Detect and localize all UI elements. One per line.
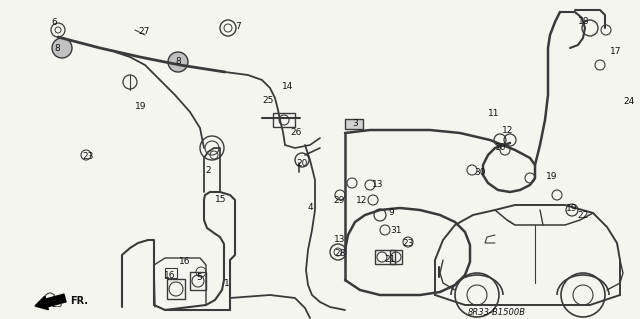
Text: 8R33-B1500B: 8R33-B1500B <box>468 308 526 317</box>
Text: FR.: FR. <box>70 296 88 306</box>
Text: 20: 20 <box>296 159 307 168</box>
Text: 19: 19 <box>135 102 147 111</box>
Text: 15: 15 <box>215 195 227 204</box>
Bar <box>273 113 295 127</box>
Text: 21: 21 <box>384 255 396 264</box>
Text: 9: 9 <box>388 208 394 217</box>
Text: 4: 4 <box>308 203 314 212</box>
Text: 10: 10 <box>495 143 506 152</box>
Text: 29: 29 <box>333 196 344 205</box>
Text: 23: 23 <box>402 239 413 248</box>
Bar <box>165 268 177 278</box>
Text: 8: 8 <box>175 57 180 66</box>
Text: 17: 17 <box>610 47 621 56</box>
Text: 19: 19 <box>566 204 577 213</box>
FancyArrow shape <box>35 294 66 310</box>
Text: 12: 12 <box>502 126 513 135</box>
Text: 8: 8 <box>54 44 60 53</box>
Text: 13: 13 <box>334 235 346 244</box>
Text: 13: 13 <box>372 180 383 189</box>
Bar <box>190 272 206 290</box>
Text: 18: 18 <box>578 17 589 26</box>
Text: 24: 24 <box>623 97 634 106</box>
Bar <box>167 279 185 299</box>
Text: 1: 1 <box>224 279 230 288</box>
Text: 3: 3 <box>352 119 358 128</box>
Circle shape <box>168 52 188 72</box>
Circle shape <box>52 38 72 58</box>
Text: 11: 11 <box>488 109 499 118</box>
Text: 14: 14 <box>282 82 293 91</box>
Text: 16: 16 <box>164 271 175 280</box>
Text: 23: 23 <box>82 152 93 161</box>
Text: 7: 7 <box>235 22 241 31</box>
Text: 19: 19 <box>546 172 557 181</box>
Text: 12: 12 <box>356 196 367 205</box>
Text: 6: 6 <box>51 18 57 27</box>
Bar <box>390 250 402 264</box>
Text: 25: 25 <box>262 96 273 105</box>
Text: 30: 30 <box>474 168 486 177</box>
Text: 31: 31 <box>390 226 401 235</box>
Text: 2: 2 <box>205 166 211 175</box>
Text: 22: 22 <box>577 211 588 220</box>
Text: 5: 5 <box>196 273 202 282</box>
Bar <box>345 119 363 129</box>
Bar <box>375 250 395 264</box>
Text: 28: 28 <box>334 249 346 258</box>
Text: 26: 26 <box>290 128 301 137</box>
Text: 27: 27 <box>138 27 149 36</box>
Text: 23: 23 <box>51 300 62 309</box>
Text: 16: 16 <box>179 257 191 266</box>
